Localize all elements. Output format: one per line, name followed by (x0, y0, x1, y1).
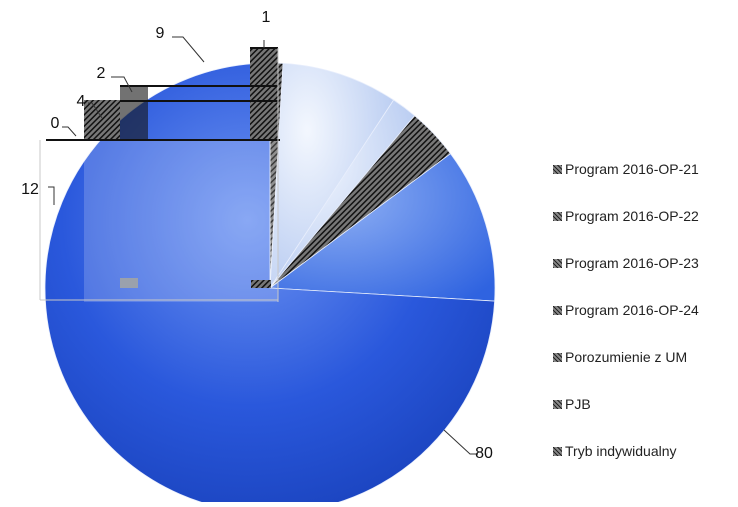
data-label: 4 (77, 93, 86, 110)
data-label: 1 (262, 9, 271, 26)
data-label: 80 (475, 445, 493, 462)
data-label: 0 (51, 115, 60, 132)
legend-item: Program 2016-OP-23 (553, 254, 699, 272)
legend-label: PJB (565, 396, 591, 412)
legend-item: Program 2016-OP-24 (553, 301, 699, 319)
legend-label: Program 2016-OP-21 (565, 161, 699, 177)
pie-slices (44, 48, 496, 507)
leader-line (111, 76, 133, 93)
legend-item: Tryb indywidualny (553, 442, 677, 460)
dark-column-mid (120, 86, 148, 140)
legend-swatch (553, 211, 562, 221)
leader-line (62, 126, 77, 137)
pie-slice-pjb (268, 153, 496, 302)
small-marker-right (251, 280, 271, 288)
leader-lines (39, 36, 478, 455)
legend-item: Program 2016-OP-22 (553, 207, 699, 225)
leader-line (443, 429, 478, 455)
highlight-pane-left (84, 140, 278, 302)
leader-line (48, 186, 55, 205)
legend-label: Program 2016-OP-22 (565, 208, 699, 224)
pie-slice-program-2016-op-22 (269, 62, 395, 290)
legend-label: Program 2016-OP-24 (565, 302, 699, 318)
leader-line (88, 102, 103, 119)
legend-item: PJB (553, 395, 591, 413)
hatched-column-left (84, 100, 120, 140)
legend-swatch (553, 164, 562, 174)
hatched-column-right (250, 48, 278, 140)
legend-label: Program 2016-OP-23 (565, 255, 699, 271)
data-label: 12 (21, 181, 39, 198)
legend-swatch (553, 258, 562, 268)
data-labels: 1 9 240 12 80 (21, 9, 493, 462)
data-label: 9 (156, 25, 165, 42)
small-marker-left (120, 278, 138, 288)
legend-item: Program 2016-OP-21 (553, 160, 699, 178)
leader-line (172, 36, 205, 63)
legend-swatch (553, 399, 562, 409)
data-label: 2 (97, 65, 106, 82)
legend-swatch (553, 305, 562, 315)
legend-swatch (553, 352, 562, 362)
legend-item: Porozumienie z UM (553, 348, 687, 366)
legend-swatch (553, 446, 562, 456)
legend-label: Tryb indywidualny (565, 443, 677, 459)
legend-label: Porozumienie z UM (565, 349, 688, 365)
